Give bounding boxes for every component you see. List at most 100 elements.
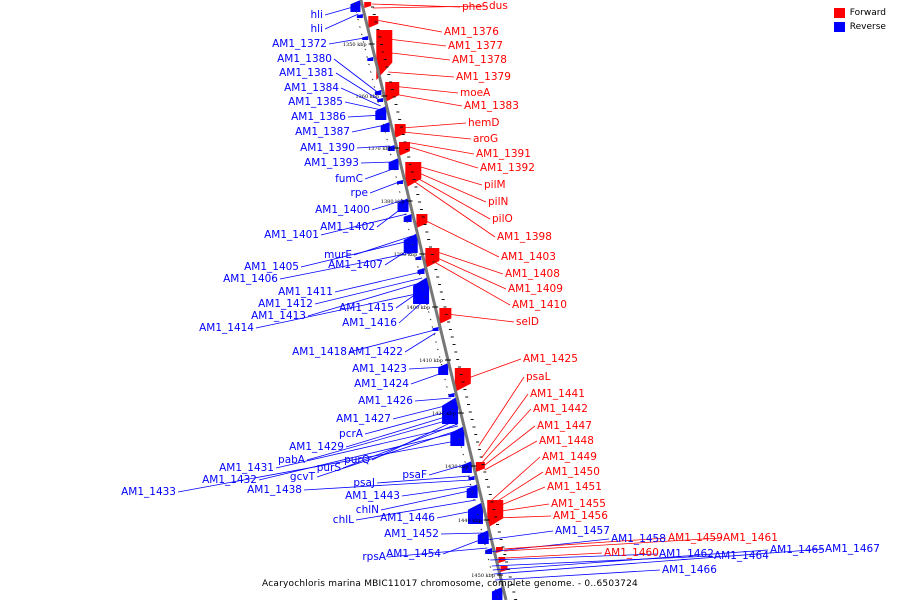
leader-line — [401, 122, 467, 129]
reverse-gene-label: AM1_1426 — [358, 395, 413, 407]
strand-dash — [484, 543, 486, 546]
leader-line — [408, 366, 444, 370]
reverse-gene-label: AM1_1386 — [291, 111, 346, 123]
reverse-feature — [415, 256, 422, 260]
reverse-feature — [466, 484, 478, 498]
strand-dash — [406, 221, 408, 223]
reverse-gene-label: psaJ — [353, 477, 375, 489]
reverse-feature — [403, 233, 418, 253]
strand-dash — [496, 596, 499, 598]
strand-dash — [353, 3, 356, 6]
leader-line — [258, 431, 460, 481]
strand-dash — [426, 303, 428, 306]
reverse-feature — [485, 548, 493, 554]
strand-dash — [435, 341, 437, 343]
strand-dash — [389, 153, 392, 156]
strand-dash — [471, 491, 474, 493]
forward-gene-label: AM1_1455 — [551, 498, 606, 510]
tick-label: 1420 kbp — [432, 411, 456, 417]
strand-dash — [431, 326, 434, 328]
strand-dash — [482, 536, 485, 538]
strand-legend: Forward Reverse — [833, 8, 886, 36]
tick-label: 1440 kbp — [458, 518, 482, 524]
reverse-gene-label: AM1_1452 — [384, 528, 439, 540]
tick-label: 1410 kbp — [419, 358, 443, 364]
reverse-gene-label: AM1_1393 — [304, 157, 359, 169]
strand-dash — [460, 446, 463, 448]
forward-gene-label: AM1_1376 — [444, 26, 499, 38]
leader-line — [440, 532, 484, 535]
leader-line — [496, 515, 552, 519]
reverse-gene-label: AM1_1412 — [258, 298, 313, 310]
leader-line — [401, 485, 473, 497]
leader-line — [484, 440, 538, 471]
leader-line — [333, 58, 378, 93]
reverse-gene-label: AM1_1418 — [292, 346, 347, 358]
strand-dash — [489, 566, 492, 568]
leader-line — [328, 37, 365, 45]
leader-line — [504, 537, 722, 552]
strand-dash — [487, 558, 490, 561]
reverse-gene-label: AM1_1400 — [315, 204, 370, 216]
leader-line — [364, 409, 455, 435]
forward-gene-label: AM1_1447 — [537, 420, 592, 432]
forward-gene-label: AM1_1392 — [480, 162, 535, 174]
leader-line — [495, 569, 661, 581]
strand-dash — [407, 228, 410, 231]
leader-line — [371, 419, 457, 461]
leader-line — [351, 124, 386, 133]
chromosome-backbone — [359, 0, 508, 600]
reverse-feature — [491, 587, 503, 600]
reverse-feature — [403, 214, 412, 222]
reverse-feature — [397, 198, 409, 212]
strand-dash — [467, 476, 470, 478]
leader-line — [485, 530, 554, 541]
forward-gene-label: AM1_1425 — [523, 353, 578, 365]
reverse-gene-label: AM1_1380 — [277, 53, 332, 65]
leader-line — [414, 397, 452, 402]
strand-dash — [373, 86, 376, 88]
reverse-gene-label: AM1_1423 — [352, 363, 407, 375]
strand-dash — [465, 468, 468, 471]
forward-feature — [394, 124, 406, 138]
leader-line — [279, 251, 416, 280]
strand-dash — [451, 408, 454, 411]
reverse-gene-label: AM1_1429 — [289, 441, 344, 453]
reverse-gene-label: pcrA — [339, 428, 364, 440]
leader-line — [376, 475, 471, 484]
leader-line — [371, 199, 404, 211]
strand-dash — [395, 176, 398, 178]
reverse-feature — [374, 90, 382, 95]
leader-line — [391, 85, 459, 94]
reverse-gene-label: AM1_1427 — [336, 413, 391, 425]
reverse-gene-label: AM1_1422 — [348, 346, 403, 358]
leader-line — [300, 239, 414, 268]
strand-dash — [380, 116, 383, 118]
forward-gene-label: AM1_1410 — [512, 299, 567, 311]
leader-line — [355, 499, 476, 521]
forward-gene-label: AM1_1403 — [501, 251, 556, 263]
leader-line — [360, 161, 395, 164]
strand-dash — [384, 131, 387, 133]
forward-gene-label: AM1_1408 — [505, 268, 560, 280]
reverse-gene-label: fumC — [335, 173, 363, 185]
strand-dash — [475, 506, 477, 508]
strand-dash — [369, 71, 372, 73]
reverse-gene-label: AM1_1405 — [244, 261, 299, 273]
leader-line — [369, 181, 400, 194]
reverse-gene-label: AM1_1387 — [295, 126, 350, 138]
leader-line — [434, 261, 511, 306]
leader-line — [491, 555, 713, 567]
forward-feature — [495, 547, 503, 553]
reverse-feature — [367, 57, 374, 61]
leader-line — [494, 503, 550, 513]
reverse-swatch — [833, 22, 845, 32]
leader-line — [492, 471, 544, 505]
tick-label: 1450 kbp — [471, 573, 495, 579]
leader-line — [275, 425, 459, 469]
forward-feature — [439, 308, 452, 324]
leader-line — [364, 167, 396, 180]
leader-line — [255, 291, 426, 329]
reverse-gene-label: AM1_1416 — [342, 317, 397, 329]
strand-dash — [429, 318, 432, 321]
